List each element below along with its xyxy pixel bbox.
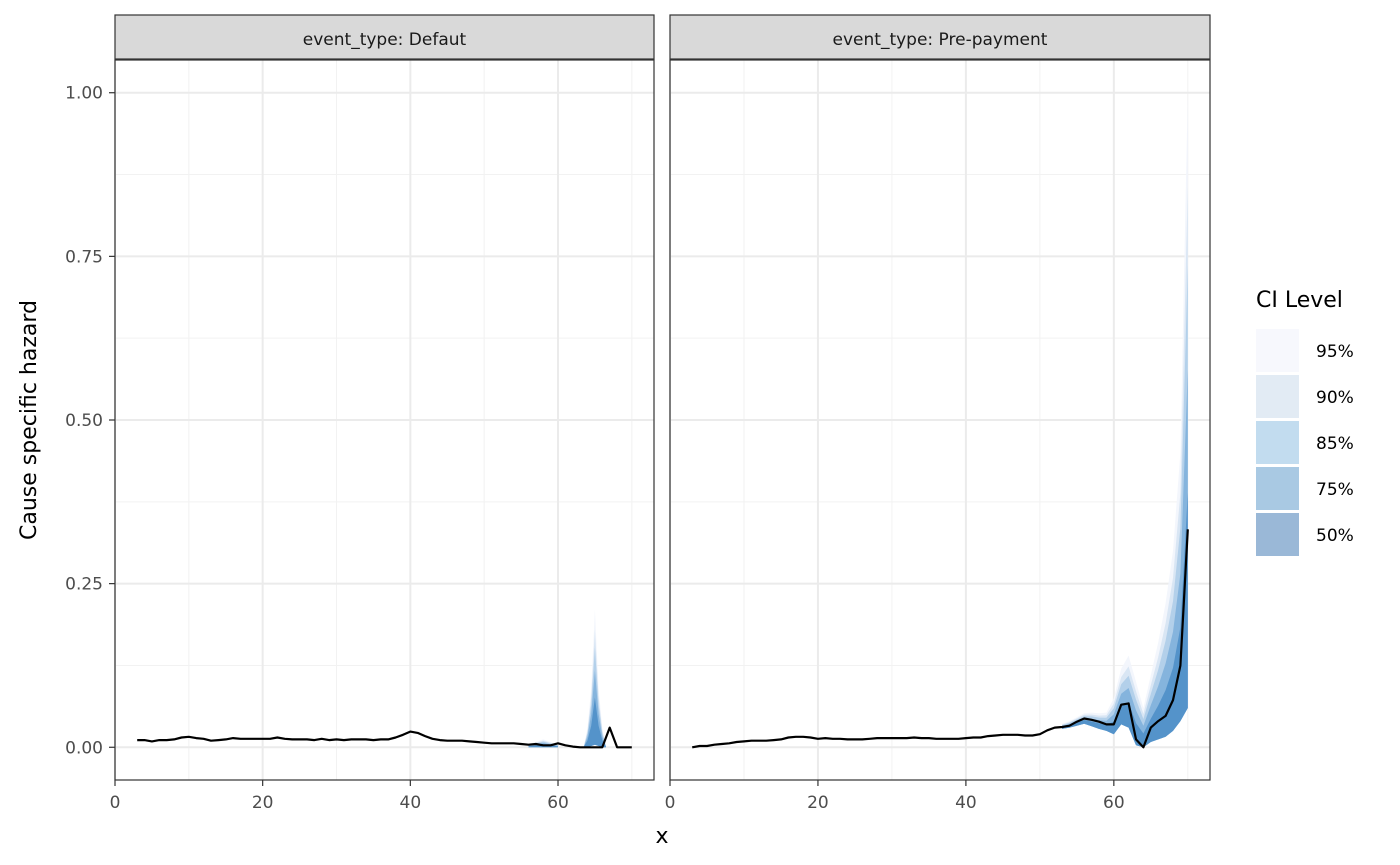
y-tick-label: 0.50	[65, 411, 103, 431]
y-tick-label: 0.75	[65, 247, 103, 267]
hazard-points	[692, 529, 1188, 748]
legend-item: 90%	[1256, 375, 1354, 418]
legend-label: 75%	[1316, 480, 1354, 500]
legend-label: 50%	[1316, 526, 1354, 546]
x-tick-label: 20	[807, 793, 829, 813]
hazard-line	[137, 726, 632, 749]
legend-swatch	[1256, 329, 1299, 372]
legend-item: 75%	[1256, 467, 1354, 510]
legend-item: 50%	[1256, 513, 1354, 556]
x-axis: 0 20 40 60	[110, 780, 569, 813]
x-tick-label: 60	[1103, 793, 1125, 813]
legend-label: 90%	[1316, 388, 1354, 408]
y-tick-label: 0.00	[65, 738, 103, 758]
legend-item: 95%	[1256, 329, 1354, 372]
facet-strip-label: event_type: Pre-payment	[833, 30, 1048, 50]
panels: event_type: Defaut 0 20 40 60 0.00 0.25 0.50 0.7…	[65, 14, 1211, 813]
panel-border	[669, 59, 1211, 781]
legend-label: 95%	[1316, 342, 1354, 362]
panel-2: event_type: Pre-payment 0 20 40 60	[665, 14, 1211, 813]
legend-label: 85%	[1316, 434, 1354, 454]
facet-strip	[669, 14, 1211, 60]
y-axis-title: Cause specific hazard	[17, 300, 42, 540]
hazard-line	[692, 529, 1189, 749]
facet-strip	[114, 14, 655, 60]
ci-band-group	[583, 609, 606, 748]
x-tick-label: 40	[400, 793, 422, 813]
y-tick-label: 1.00	[65, 84, 103, 104]
legend-swatch	[1256, 375, 1299, 418]
x-axis-title: x	[655, 824, 668, 849]
panel-1: event_type: Defaut 0 20 40 60 0.00 0.25 0.50 0.7…	[65, 14, 655, 813]
legend-swatch	[1256, 467, 1299, 510]
ci-band-50pct	[1062, 492, 1188, 748]
y-axis: 0.00 0.25 0.50 0.75 1.00	[65, 84, 115, 758]
legend-title: CI Level	[1256, 288, 1343, 313]
legend: CI Level 95% 90% 85% 75% 50%	[1256, 288, 1354, 556]
ci-band-50pct	[583, 697, 606, 748]
x-tick-label: 40	[955, 793, 977, 813]
x-tick-label: 0	[110, 793, 121, 813]
legend-swatch	[1256, 513, 1299, 556]
x-tick-label: 20	[252, 793, 274, 813]
hazard-points	[137, 727, 632, 748]
y-tick-label: 0.25	[65, 575, 103, 595]
facet-strip-label: event_type: Defaut	[303, 30, 467, 50]
x-tick-label: 60	[547, 793, 569, 813]
x-axis: 0 20 40 60	[665, 780, 1125, 813]
legend-swatch	[1256, 421, 1299, 464]
legend-item: 85%	[1256, 421, 1354, 464]
x-tick-label: 0	[665, 793, 676, 813]
